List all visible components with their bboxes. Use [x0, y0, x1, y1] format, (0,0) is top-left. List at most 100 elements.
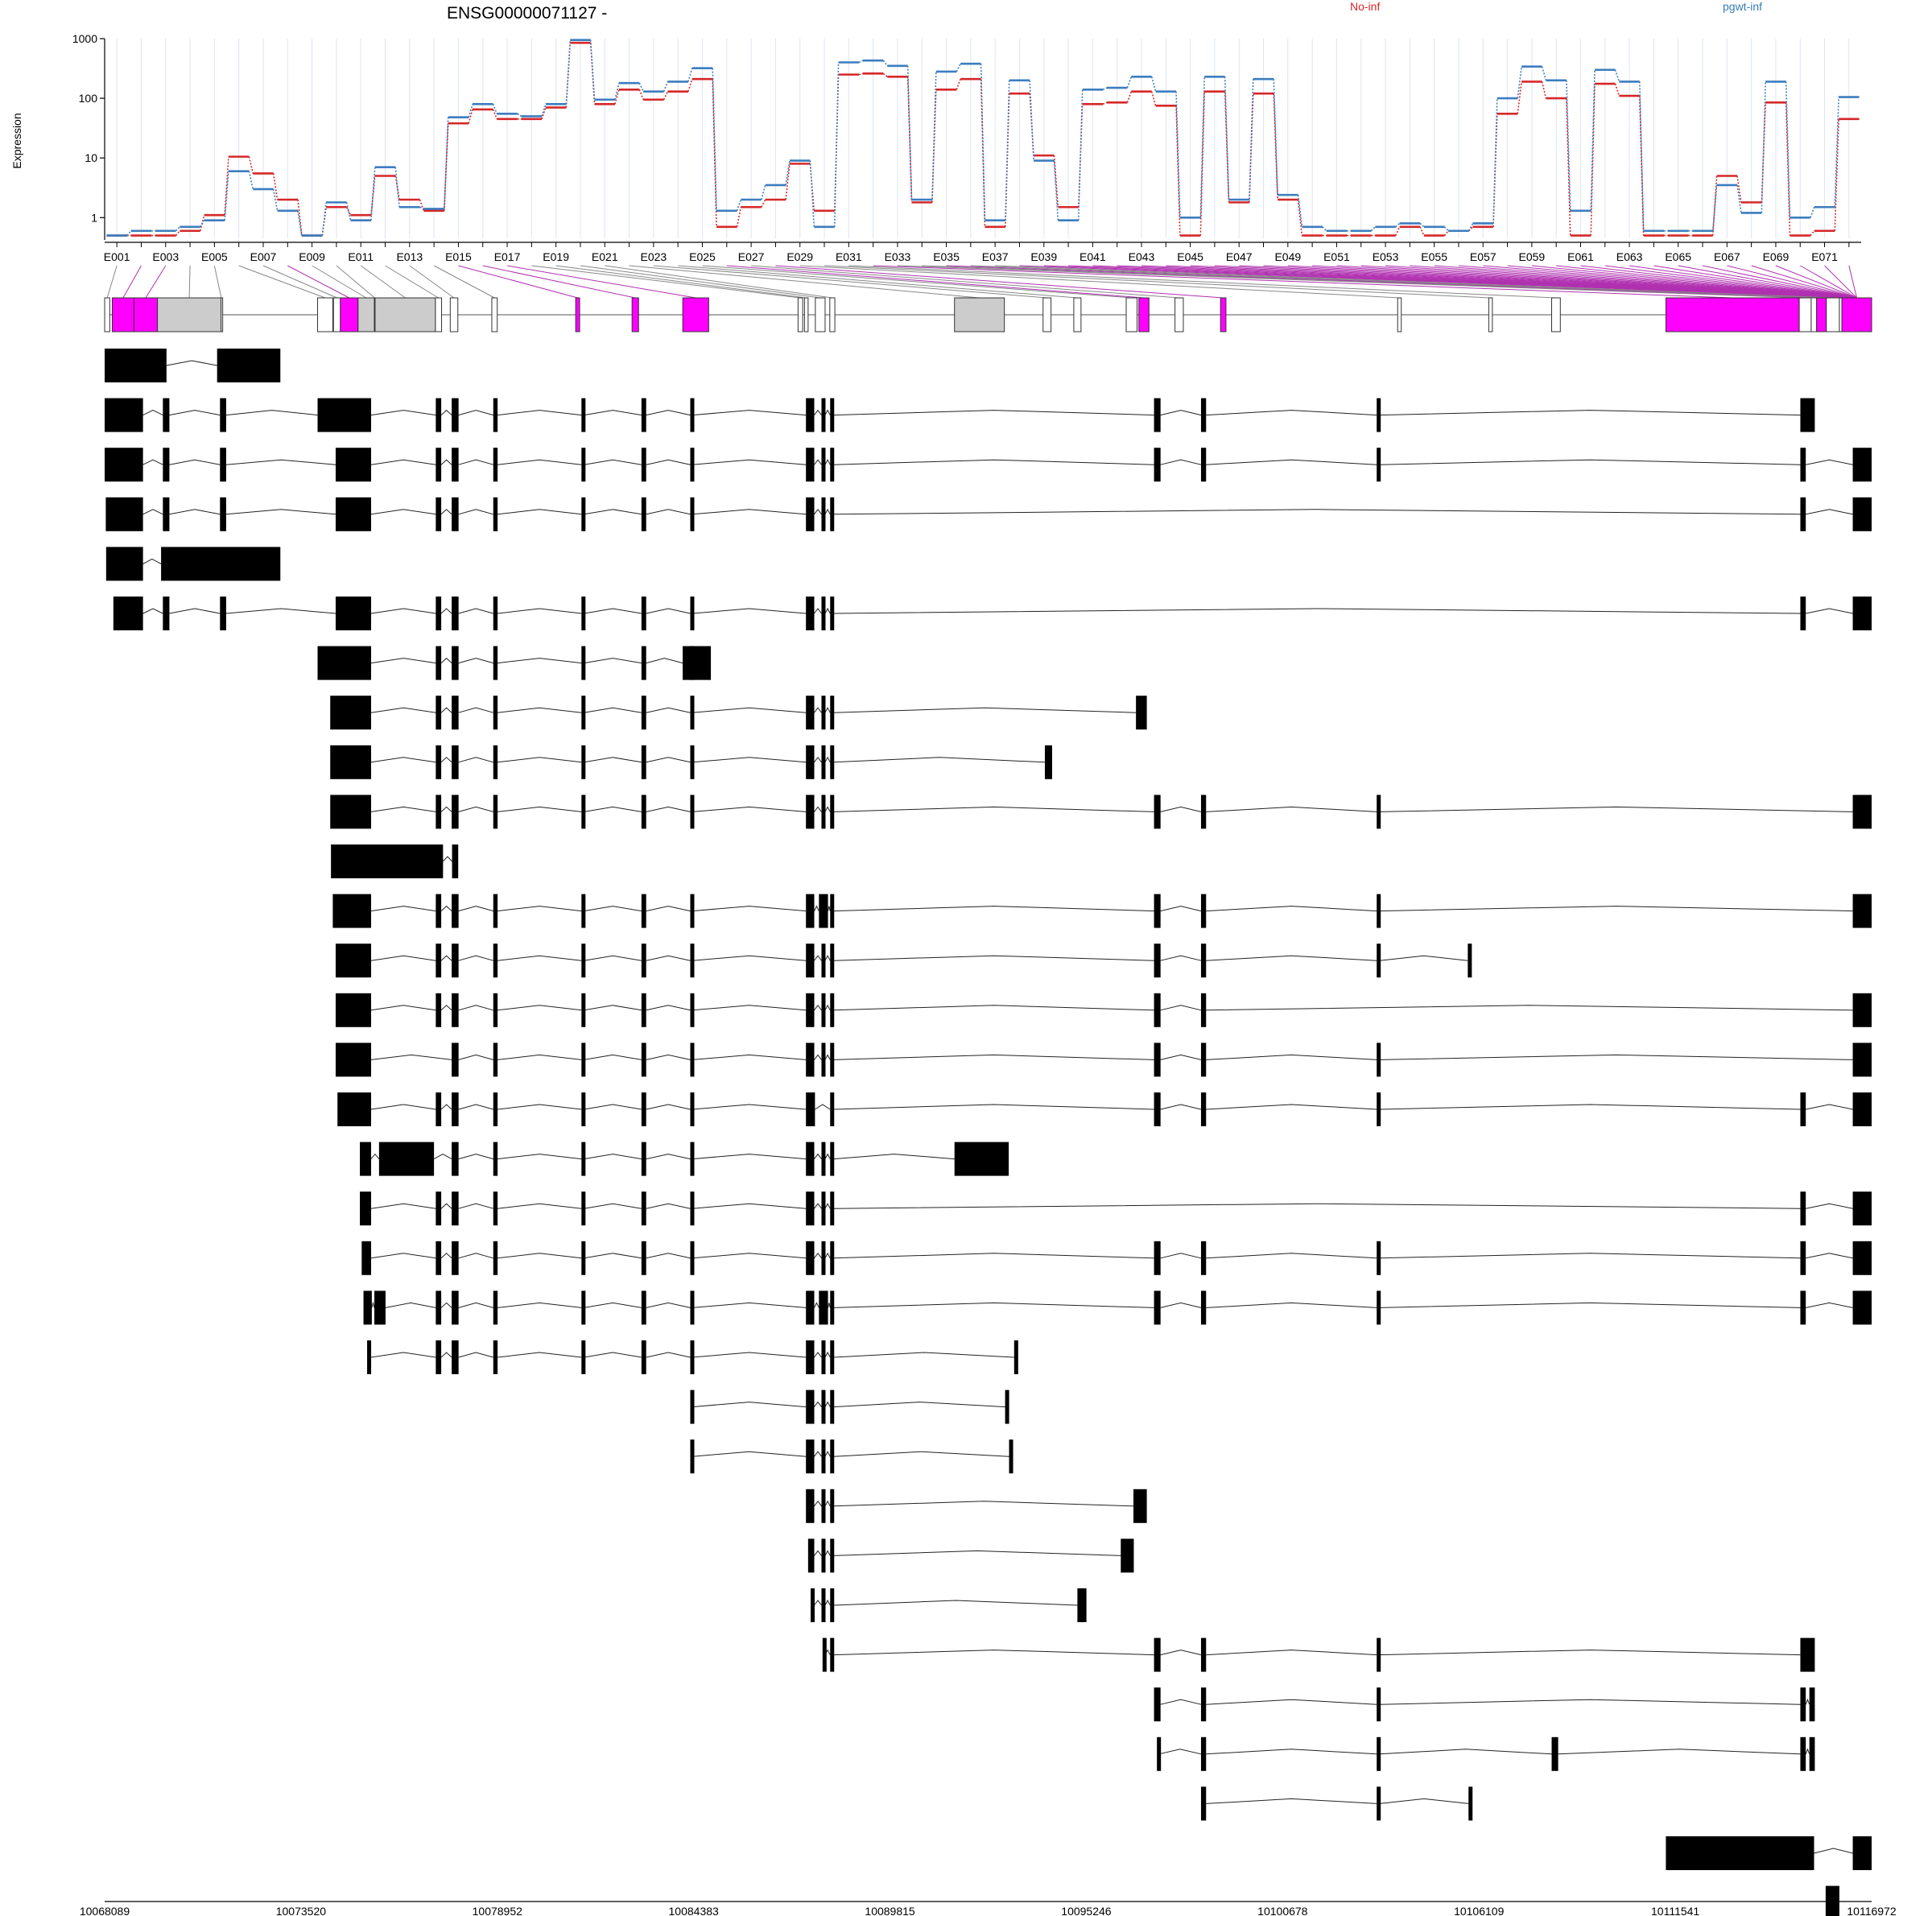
y-tick-label: 100: [79, 92, 98, 105]
intron-line: [692, 1451, 807, 1457]
intron-line: [1160, 1699, 1202, 1705]
transcript-row: [335, 993, 1872, 1027]
intron-line: [458, 906, 493, 912]
intron-line: [1806, 1302, 1853, 1308]
transcript-exon: [374, 1290, 386, 1325]
intron-line: [646, 757, 691, 763]
intron-line: [440, 1352, 452, 1358]
transcript-exon: [830, 1588, 835, 1622]
intron-line: [497, 1054, 582, 1060]
intron-line: [833, 1253, 1154, 1259]
intron-line: [833, 1550, 1121, 1556]
transcript-exon: [493, 497, 498, 531]
transcript-exon: [436, 398, 442, 432]
x-tick-label: E039: [1030, 250, 1057, 263]
intron-line: [814, 1600, 822, 1606]
exon-connector: [1702, 265, 1857, 299]
transcript-exon: [452, 448, 459, 482]
intron-line: [692, 757, 807, 763]
transcript-exon: [436, 993, 442, 1027]
x-tick-label: E071: [1811, 250, 1838, 263]
intron-line: [692, 1302, 807, 1308]
transcript-exon: [690, 696, 695, 730]
transcript-exon: [452, 1092, 459, 1126]
exon-connector: [1604, 265, 1857, 299]
series-connector: [687, 68, 693, 82]
series-connector: [712, 68, 717, 211]
intron-line: [833, 806, 1154, 812]
transcript-exon: [830, 597, 835, 630]
transcript-exon: [452, 795, 459, 829]
intron-line: [1206, 955, 1377, 961]
transcript-exon: [830, 398, 835, 432]
transcript-row: [1200, 1786, 1473, 1821]
transcript-exon: [806, 1489, 815, 1523]
transcript-exon: [806, 1043, 815, 1077]
transcript-exon: [360, 1191, 371, 1226]
transcript-exon: [1200, 944, 1207, 978]
genome-tick-label: 10073520: [276, 1905, 327, 1916]
transcript-exon: [641, 1092, 646, 1126]
intron-line: [1379, 1699, 1801, 1705]
transcript-exon: [436, 944, 442, 978]
genome-axis: 10068089 10073520 10078952 10084383 10089815…: [80, 1901, 1897, 1916]
intron-line: [814, 508, 822, 515]
intron-line: [169, 608, 221, 614]
x-tick-label: E011: [348, 250, 374, 263]
series-connector: [444, 117, 449, 209]
intron-line: [497, 509, 582, 515]
x-tick-label: E063: [1616, 250, 1643, 263]
series-connector: [1126, 76, 1133, 89]
intron-line: [815, 1104, 831, 1110]
transcript-exon: [163, 398, 170, 432]
exon-box: [1073, 297, 1082, 332]
series-connector: [785, 163, 791, 200]
transcript-row: [335, 944, 1472, 978]
transcript-exon: [1852, 1241, 1872, 1275]
transcript-exon: [331, 844, 444, 878]
transcript-exon: [821, 795, 826, 829]
transcript-exon: [1200, 1786, 1207, 1821]
transcript-exon: [807, 1538, 815, 1573]
series-connector: [1150, 76, 1157, 92]
intron-line: [497, 757, 582, 763]
intron-line: [1379, 1104, 1801, 1110]
series-connector: [224, 156, 229, 216]
transcript-exon: [690, 1439, 695, 1474]
intron-line: [458, 1005, 493, 1011]
intron-line: [1805, 1698, 1810, 1705]
transcript-exon: [1136, 696, 1147, 730]
transcript-exon: [367, 1340, 372, 1374]
intron-line: [142, 509, 163, 515]
intron-line: [833, 1501, 1134, 1507]
series-connector: [419, 206, 424, 210]
intron-line: [497, 410, 582, 416]
exon-box: [803, 297, 809, 332]
series-connector: [761, 199, 766, 208]
x-tick-label: E009: [299, 250, 325, 263]
intron-line: [1160, 1253, 1202, 1259]
intron-line: [458, 509, 493, 515]
exon-box: [1841, 297, 1872, 332]
exon-connector: [775, 265, 1224, 299]
x-tick-label: E053: [1373, 250, 1399, 263]
intron-line: [814, 1401, 822, 1407]
transcript-exon: [1377, 1290, 1381, 1325]
transcript-exon: [821, 1390, 826, 1424]
intron-line: [1160, 459, 1202, 465]
series-connector: [931, 71, 937, 200]
series-connector: [175, 226, 180, 232]
transcript-exon: [821, 745, 826, 779]
transcript-exon: [830, 1390, 835, 1424]
x-tick-label: E025: [689, 250, 716, 263]
intron-line: [646, 906, 691, 912]
transcript-exon: [690, 1092, 695, 1126]
transcript-exon: [641, 646, 646, 680]
intron-line: [169, 410, 221, 416]
transcript-exon: [1005, 1390, 1009, 1424]
intron-line: [584, 707, 642, 713]
series-connector: [1785, 81, 1791, 218]
series-connector: [1443, 230, 1449, 237]
transcript-exon: [493, 944, 498, 978]
intron-line: [584, 1253, 642, 1259]
